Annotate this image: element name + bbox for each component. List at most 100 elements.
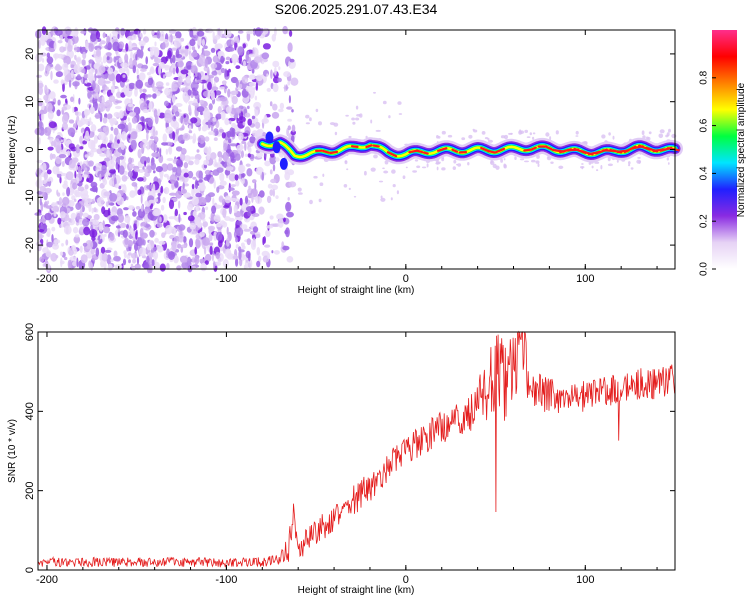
noise-speck [84, 198, 93, 203]
noise-speck [500, 158, 503, 163]
noise-speck [238, 250, 242, 261]
noise-speck [152, 93, 157, 99]
noise-speck [128, 82, 136, 90]
x-tick-label: -100 [215, 574, 237, 586]
noise-speck [46, 241, 54, 248]
noise-speck [204, 136, 210, 142]
noise-speck [123, 250, 127, 255]
noise-speck [39, 34, 47, 42]
noise-speck [161, 163, 169, 172]
noise-speck [182, 182, 185, 190]
noise-speck [484, 137, 489, 140]
y-tick-label: 600 [24, 323, 36, 341]
track-red-core [365, 144, 373, 148]
noise-speck [87, 71, 94, 82]
noise-speck [130, 131, 138, 140]
noise-speck [519, 158, 525, 161]
noise-speck [667, 162, 670, 165]
noise-speck [104, 125, 110, 135]
noise-speck [65, 28, 72, 36]
noise-speck [197, 186, 201, 190]
noise-speck [158, 240, 166, 245]
noise-speck [235, 180, 240, 187]
noise-speck [142, 88, 147, 93]
noise-speck [248, 53, 255, 58]
noise-speck [581, 163, 584, 165]
noise-speck [283, 71, 291, 78]
noise-speck [199, 211, 206, 220]
noise-speck [207, 146, 212, 155]
noise-speck [217, 50, 223, 57]
noise-speck [74, 54, 77, 60]
noise-speck [96, 148, 103, 155]
noise-speck [118, 185, 122, 190]
noise-speck [180, 148, 187, 155]
noise-speck [115, 162, 119, 170]
noise-speck [43, 203, 47, 208]
noise-speck [235, 227, 244, 237]
noise-speck [97, 96, 103, 103]
noise-speck [59, 46, 65, 53]
noise-speck [39, 185, 46, 193]
noise-speck [92, 97, 95, 105]
noise-speck [188, 238, 194, 248]
noise-speck [210, 47, 216, 53]
noise-speck [346, 168, 349, 171]
noise-speck [243, 228, 251, 232]
snr-plot-area [38, 332, 675, 570]
noise-speck [198, 179, 203, 183]
noise-speck [187, 203, 193, 211]
noise-speck [95, 54, 102, 64]
noise-speck [183, 211, 187, 216]
noise-speck [575, 135, 579, 137]
noise-speck [343, 184, 348, 188]
noise-speck [115, 73, 122, 83]
noise-speck [112, 41, 120, 52]
noise-speck [109, 192, 118, 202]
noise-speck [279, 102, 285, 110]
noise-speck [70, 69, 74, 79]
noise-speck [175, 190, 183, 199]
noise-speck [96, 196, 105, 207]
noise-speck [269, 101, 273, 107]
noise-speck [179, 152, 186, 162]
noise-speck [256, 260, 261, 268]
noise-speck [98, 131, 106, 141]
noise-speck [165, 148, 169, 155]
colorbar-gradient [712, 30, 737, 269]
noise-speck [140, 221, 147, 227]
noise-speck [55, 29, 63, 36]
noise-speck [388, 115, 391, 119]
noise-speck [202, 50, 211, 57]
noise-speck [220, 161, 225, 165]
noise-speck [127, 122, 132, 132]
noise-speck [322, 173, 325, 177]
noise-speck [203, 146, 209, 154]
noise-speck [152, 247, 158, 251]
noise-speck [173, 227, 177, 237]
noise-speck [35, 53, 43, 63]
noise-speck [383, 170, 389, 174]
noise-speck [269, 169, 273, 175]
noise-speck [73, 47, 79, 51]
noise-speck [192, 176, 197, 180]
noise-speck [666, 157, 669, 161]
noise-speck [594, 161, 600, 164]
snr-y-label: SNR (10 * v/v) [7, 419, 18, 483]
noise-speck [287, 118, 292, 122]
noise-speck [157, 108, 161, 117]
noise-speck [133, 222, 138, 231]
noise-speck [490, 159, 493, 164]
noise-speck [139, 102, 148, 111]
noise-speck [174, 208, 178, 217]
noise-speck [102, 178, 108, 186]
noise-speck [241, 245, 246, 250]
noise-speck [87, 215, 92, 220]
noise-speck [113, 111, 121, 118]
x-tick-label: -100 [215, 273, 237, 285]
noise-speck [148, 101, 153, 111]
noise-speck [274, 66, 277, 76]
noise-speck [105, 100, 113, 109]
noise-speck [555, 130, 559, 135]
noise-speck [272, 83, 279, 93]
